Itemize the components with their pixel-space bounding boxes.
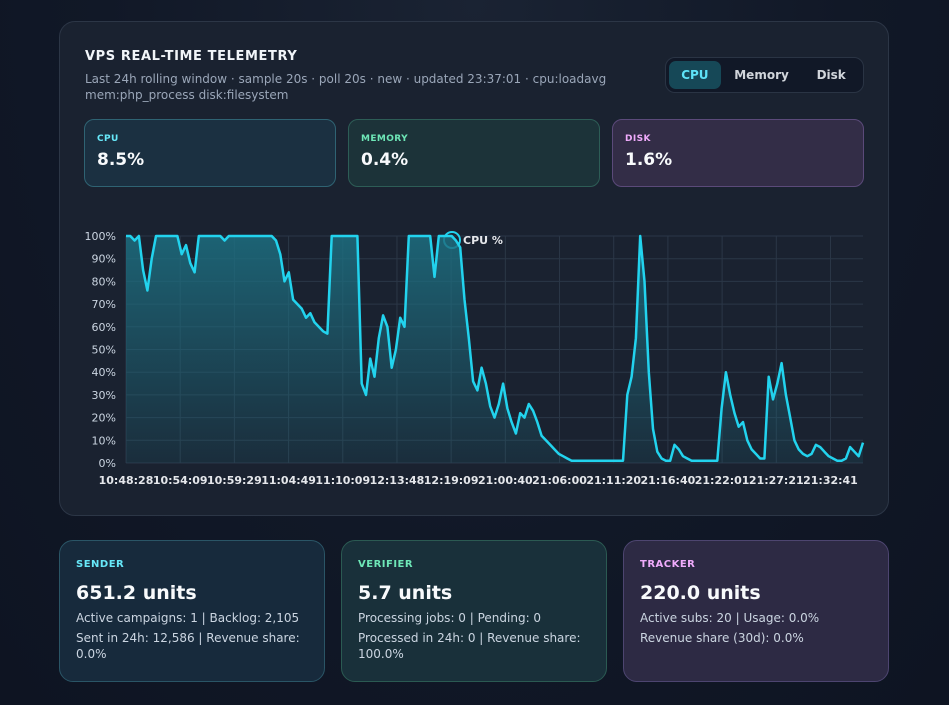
y-tick-label: 80% bbox=[92, 275, 116, 288]
y-tick-label: 30% bbox=[92, 389, 116, 402]
panel-subtitle: Last 24h rolling window · sample 20s · p… bbox=[85, 72, 607, 102]
x-tick-label: 21:32:41 bbox=[803, 474, 858, 487]
cpu-chart: 0% 10% 20% 30% 40% 50% 60% 70% 80% 90% 100% 10:48:2… bbox=[85, 230, 865, 487]
y-tick-label: 10% bbox=[92, 434, 116, 447]
tracker-value: 220.0 units bbox=[640, 582, 761, 604]
verifier-line-1: Processing jobs: 0 | Pending: 0 bbox=[358, 611, 542, 625]
y-tick-label: 20% bbox=[92, 412, 116, 425]
y-tick-label: 0% bbox=[99, 457, 116, 470]
memory-metric-card: MEMORY 0.4% bbox=[348, 119, 600, 187]
tab-memory[interactable]: Memory bbox=[734, 68, 789, 82]
metric-tab-group: CPU Memory Disk bbox=[665, 57, 864, 93]
disk-metric-card: DISK 1.6% bbox=[612, 119, 864, 187]
panel-title: VPS REAL-TIME TELEMETRY bbox=[85, 49, 298, 64]
sender-value: 651.2 units bbox=[76, 582, 197, 604]
tab-disk[interactable]: Disk bbox=[816, 68, 846, 82]
tracker-line-1: Active subs: 20 | Usage: 0.0% bbox=[640, 611, 820, 625]
x-tick-label: 10:54:09 bbox=[153, 474, 208, 487]
tab-cpu[interactable]: CPU bbox=[669, 61, 721, 89]
x-tick-label: 12:19:09 bbox=[424, 474, 479, 487]
tracker-line-2: Revenue share (30d): 0.0% bbox=[640, 631, 804, 645]
x-tick-label: 10:59:29 bbox=[207, 474, 262, 487]
x-tick-label: 21:00:40 bbox=[478, 474, 533, 487]
telemetry-panel: VPS REAL-TIME TELEMETRY Last 24h rolling… bbox=[59, 21, 889, 516]
cpu-metric-card: CPU 8.5% bbox=[84, 119, 336, 187]
sender-line-1: Active campaigns: 1 | Backlog: 2,105 bbox=[76, 611, 300, 625]
y-tick-label: 50% bbox=[92, 344, 116, 357]
y-tick-label: 40% bbox=[92, 366, 116, 379]
verifier-value: 5.7 units bbox=[358, 582, 453, 604]
x-tick-label: 10:48:28 bbox=[99, 474, 154, 487]
x-tick-label: 11:04:49 bbox=[261, 474, 316, 487]
cpu-metric-value: 8.5% bbox=[97, 150, 145, 170]
y-tick-label: 70% bbox=[92, 298, 116, 311]
verifier-card: VERIFIER 5.7 units Processing jobs: 0 | … bbox=[341, 540, 607, 682]
memory-metric-value: 0.4% bbox=[361, 150, 409, 170]
x-tick-label: 21:27:21 bbox=[749, 474, 804, 487]
sender-label: SENDER bbox=[76, 559, 125, 570]
x-tick-label: 21:11:20 bbox=[586, 474, 641, 487]
legend-label: CPU % bbox=[463, 234, 503, 247]
sender-card: SENDER 651.2 units Active campaigns: 1 |… bbox=[59, 540, 325, 682]
memory-metric-label: MEMORY bbox=[361, 134, 409, 144]
tracker-label: TRACKER bbox=[640, 559, 696, 570]
disk-metric-label: DISK bbox=[625, 134, 651, 144]
y-tick-label: 100% bbox=[85, 230, 116, 243]
disk-metric-value: 1.6% bbox=[625, 150, 673, 170]
x-tick-label: 21:06:00 bbox=[532, 474, 587, 487]
verifier-line-2: Processed in 24h: 0 | Revenue share: 100… bbox=[358, 631, 581, 661]
y-tick-label: 60% bbox=[92, 321, 116, 334]
x-tick-label: 21:16:40 bbox=[641, 474, 696, 487]
tracker-card: TRACKER 220.0 units Active subs: 20 | Us… bbox=[623, 540, 889, 682]
x-tick-label: 12:13:48 bbox=[370, 474, 425, 487]
cpu-area-fill bbox=[126, 236, 863, 463]
verifier-label: VERIFIER bbox=[358, 559, 414, 570]
y-tick-label: 90% bbox=[92, 253, 116, 266]
x-tick-label: 11:10:09 bbox=[315, 474, 370, 487]
cpu-metric-label: CPU bbox=[97, 134, 119, 144]
x-tick-label: 21:22:01 bbox=[695, 474, 750, 487]
sender-line-2: Sent in 24h: 12,586 | Revenue share: 0.0… bbox=[76, 631, 300, 661]
